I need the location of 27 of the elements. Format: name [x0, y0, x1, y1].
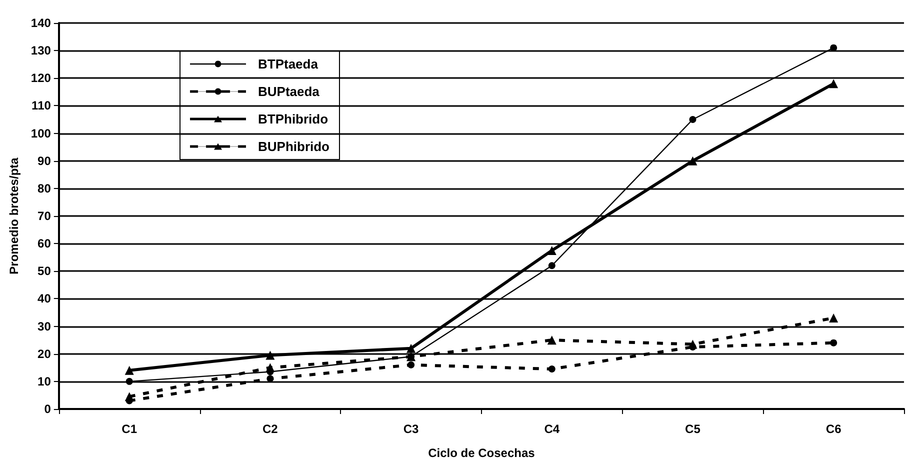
y-tick-label: 140 — [30, 16, 52, 30]
y-tick-label: 130 — [30, 44, 52, 58]
y-tick-label: 20 — [38, 346, 52, 361]
legend-label: BTPhibrido — [258, 112, 328, 126]
y-tick-label: 30 — [38, 319, 52, 334]
y-tick-label: 50 — [38, 264, 52, 278]
x-tick-label: C2 — [262, 422, 278, 436]
y-tick-label: 110 — [32, 98, 52, 113]
x-tick-label: C4 — [544, 422, 560, 436]
x-tick-label: C6 — [826, 422, 842, 436]
legend-label: BUPhibrido — [258, 139, 330, 154]
x-tick-label: C5 — [685, 422, 701, 436]
x-tick-label: C1 — [122, 422, 138, 436]
x-axis-title: Ciclo de Cosechas — [428, 446, 536, 460]
y-tick-label: 40 — [38, 292, 52, 306]
y-tick-label: 0 — [44, 402, 52, 416]
y-tick-label: 90 — [38, 154, 52, 168]
y-tick-label: 10 — [38, 374, 52, 388]
x-tick-label: C3 — [403, 422, 420, 436]
legend-label: BTPtaeda — [258, 56, 319, 72]
y-tick-label: 120 — [30, 71, 52, 86]
y-axis-title: Promedio brotes/pta — [7, 157, 21, 274]
y-tick-label: 100 — [30, 126, 52, 140]
y-tick-label: 70 — [38, 209, 52, 223]
y-tick-label: 80 — [38, 181, 52, 196]
y-tick-label: 60 — [38, 236, 52, 251]
legend-label: BUPtaeda — [258, 84, 320, 99]
